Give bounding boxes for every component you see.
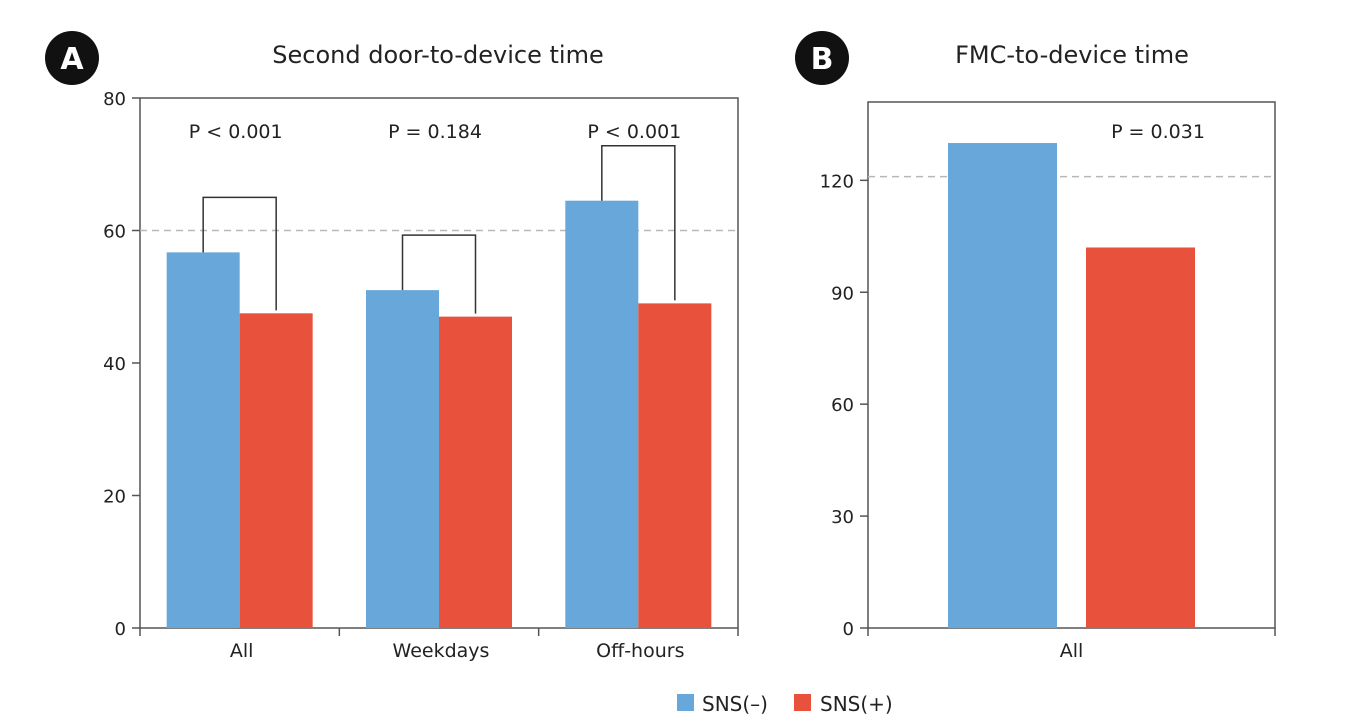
y-tick-label: 60 [103, 222, 126, 243]
x-category-label: All [230, 640, 254, 662]
y-tick-label: 120 [820, 171, 854, 192]
panel-a-title: Second door-to-device time [272, 41, 603, 69]
panel-b: B FMC-to-device time 0 30 60 90 120 P = 0.031… [795, 31, 1276, 662]
y-tick-label: 30 [831, 507, 854, 528]
bar-sns-neg [948, 143, 1057, 628]
p-value-label: P < 0.001 [189, 121, 283, 143]
panel-b-frame [867, 101, 1276, 629]
legend-swatch-sns-pos [794, 694, 811, 711]
significance-bracket [601, 144, 676, 301]
bar-sns-neg [366, 290, 439, 628]
legend-swatch-sns-neg [677, 694, 694, 711]
panel-b-badge-label: B [811, 42, 834, 77]
panel-b-badge [795, 31, 849, 85]
y-tick-label: 90 [831, 283, 854, 304]
y-tick-label: 40 [103, 354, 126, 375]
y-tick-label: 20 [103, 487, 126, 508]
panel-a-badge [45, 31, 99, 85]
bar-sns-neg [565, 200, 639, 628]
x-category-label: All [1060, 640, 1084, 662]
p-value-label: P = 0.031 [1111, 121, 1205, 143]
panel-a-badge-label: A [60, 42, 84, 77]
panel-a-plot: 0 20 40 60 80 P < 0.001 All P = 0.184 Weekdays P … [103, 89, 739, 662]
bar-sns-pos [1086, 247, 1195, 628]
bar-sns-neg [166, 252, 240, 629]
p-value-label: P = 0.184 [388, 121, 482, 143]
p-value-label: P < 0.001 [587, 121, 681, 143]
significance-bracket [401, 234, 477, 314]
x-category-label: Weekdays [393, 640, 490, 662]
panel-b-plot: 0 30 60 90 120 P = 0.031 All [820, 101, 1276, 662]
y-tick-label: 80 [103, 89, 126, 110]
legend-label-sns-neg: SNS(–) [702, 692, 768, 716]
significance-bracket [202, 196, 277, 311]
legend-label-sns-pos: SNS(+) [820, 692, 893, 716]
bar-sns-pos [638, 303, 712, 628]
legend: SNS(–) SNS(+) [677, 692, 893, 716]
x-category-label: Off-hours [596, 640, 684, 662]
panel-a: A Second door-to-device time 0 20 40 60 80 P … [45, 31, 739, 662]
y-tick-label: 0 [115, 619, 126, 640]
bar-sns-pos [439, 316, 512, 628]
y-tick-label: 0 [843, 619, 854, 640]
panel-b-title: FMC-to-device time [955, 41, 1189, 69]
bar-sns-pos [239, 313, 313, 628]
y-tick-label: 60 [831, 395, 854, 416]
